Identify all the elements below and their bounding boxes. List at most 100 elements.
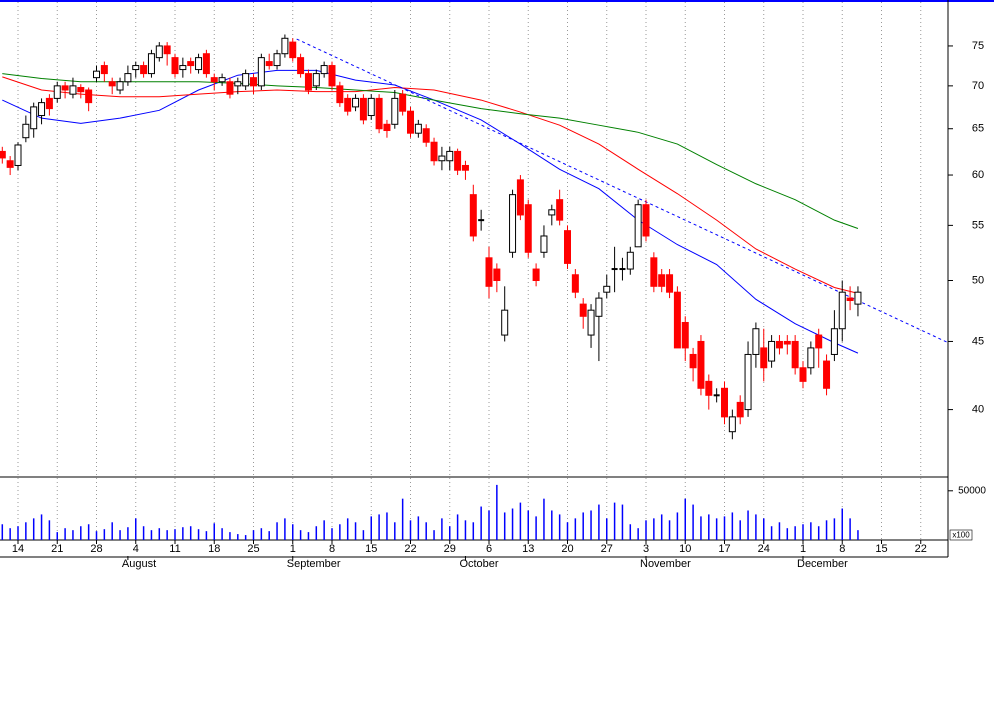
candle-body — [124, 73, 132, 83]
candle-body — [760, 347, 768, 369]
candle-body — [61, 85, 69, 91]
candle-body — [823, 360, 831, 389]
x-tick-label: 10 — [679, 543, 691, 555]
candle-body — [250, 77, 257, 87]
candle-body — [108, 81, 116, 87]
candle-body — [344, 97, 352, 112]
candle-body — [69, 85, 77, 95]
candle-body — [38, 102, 46, 117]
candle-body — [783, 340, 791, 345]
x-tick-label: 3 — [643, 543, 649, 555]
candle-body — [202, 53, 210, 75]
y-tick-label: 75 — [972, 40, 984, 52]
candle-body — [100, 65, 108, 75]
candle-body — [689, 353, 697, 369]
candle-body — [493, 268, 501, 282]
candle-body — [195, 57, 203, 71]
x-tick-label: 29 — [444, 543, 456, 555]
candle-body — [775, 340, 783, 349]
candle-body — [234, 81, 242, 87]
candle-body — [116, 81, 124, 91]
candle-body — [93, 70, 100, 79]
candle-body — [815, 334, 823, 349]
x-tick-label: 18 — [208, 543, 220, 555]
candle-body — [383, 123, 391, 132]
candle-body — [461, 164, 469, 171]
candle-body — [736, 401, 744, 418]
candle-body — [147, 53, 155, 75]
candle-body — [163, 45, 171, 55]
candle-body — [571, 274, 579, 293]
y-tick-label: 45 — [972, 335, 984, 347]
candle-body — [359, 97, 367, 121]
candle-body — [422, 128, 430, 143]
x-tick-label: 27 — [601, 543, 613, 555]
month-label: September — [287, 558, 341, 570]
candle-body — [532, 268, 540, 282]
candle-body — [469, 194, 477, 237]
candle-body — [721, 387, 728, 418]
candle-body — [304, 73, 312, 91]
candle-body — [265, 61, 273, 67]
candle-body — [799, 367, 807, 382]
candle-body — [626, 251, 634, 270]
candle-body — [336, 85, 344, 104]
candle-body — [564, 230, 571, 264]
x-tick-label: 24 — [758, 543, 770, 555]
candle-body — [830, 328, 838, 355]
candle-body — [634, 204, 642, 248]
candle-body — [728, 416, 736, 433]
x-tick-label: 22 — [915, 543, 927, 555]
candle-body — [273, 53, 281, 67]
candle-body — [0, 150, 6, 159]
candle-body — [642, 204, 650, 237]
candle-body — [22, 123, 30, 139]
x-tick-label: 21 — [51, 543, 63, 555]
candle-body — [516, 179, 524, 216]
candle-body — [454, 150, 462, 171]
x-tick-label: 25 — [247, 543, 259, 555]
month-label: August — [122, 558, 156, 570]
candle-body — [807, 347, 815, 369]
candle-body — [752, 328, 760, 355]
candle-body — [791, 340, 799, 369]
candle-body — [257, 57, 265, 87]
volume-unit-box — [949, 529, 973, 541]
candle-body — [414, 123, 422, 134]
candle-body — [218, 77, 226, 83]
y-tick-label: 50 — [972, 274, 984, 286]
candle-body — [524, 204, 532, 253]
candle-body — [352, 97, 360, 108]
y-tick-label: 40 — [972, 403, 984, 415]
candle-body — [658, 274, 666, 287]
candle-body — [666, 274, 674, 293]
x-tick-label: 15 — [875, 543, 887, 555]
candle-body — [556, 199, 564, 221]
candle-body — [768, 340, 776, 362]
x-tick-label: 8 — [839, 543, 845, 555]
candle-body — [846, 297, 854, 302]
candle-body — [595, 297, 603, 317]
candle-body — [45, 97, 53, 110]
x-tick-label: 17 — [718, 543, 730, 555]
candle-body — [681, 321, 689, 349]
x-tick-label: 15 — [365, 543, 377, 555]
x-tick-label: 6 — [486, 543, 492, 555]
x-tick-label: 11 — [169, 543, 180, 555]
candle-body — [155, 45, 163, 59]
candle-body — [854, 291, 862, 305]
candle-body — [391, 97, 399, 125]
candle-body — [289, 41, 297, 59]
candle-body — [430, 141, 438, 162]
candle-body — [297, 57, 305, 75]
y-tick-label: 70 — [972, 80, 984, 92]
candle-body — [187, 61, 195, 67]
candle-body — [171, 57, 179, 75]
candle-body — [705, 380, 713, 396]
candle-body — [312, 73, 320, 87]
candle-body — [85, 89, 93, 104]
candle-body — [407, 110, 414, 134]
candle-body — [210, 77, 218, 83]
candle-body — [540, 235, 548, 253]
